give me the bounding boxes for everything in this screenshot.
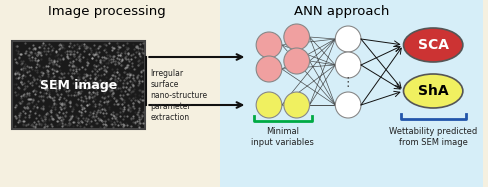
Ellipse shape [404,28,463,62]
Text: ANN approach: ANN approach [293,5,389,18]
Text: Image processing: Image processing [48,5,166,18]
Ellipse shape [284,48,309,74]
Text: Minimal
input variables: Minimal input variables [251,127,314,147]
FancyBboxPatch shape [0,0,220,187]
Ellipse shape [335,26,361,52]
Ellipse shape [284,92,309,118]
FancyBboxPatch shape [220,0,483,187]
Text: ⋮: ⋮ [342,76,354,88]
Text: ShA: ShA [418,84,448,98]
Ellipse shape [284,24,309,50]
Ellipse shape [256,56,282,82]
Ellipse shape [256,32,282,58]
Ellipse shape [256,92,282,118]
Text: Wettability predicted
from SEM image: Wettability predicted from SEM image [389,127,477,147]
Text: SCA: SCA [418,38,448,52]
Text: Irregular
surface
nano-structure
parameter
extraction: Irregular surface nano-structure paramet… [150,69,207,122]
FancyBboxPatch shape [12,41,145,129]
Text: SEM image: SEM image [40,79,117,91]
Ellipse shape [335,92,361,118]
Ellipse shape [404,74,463,108]
Ellipse shape [335,52,361,78]
